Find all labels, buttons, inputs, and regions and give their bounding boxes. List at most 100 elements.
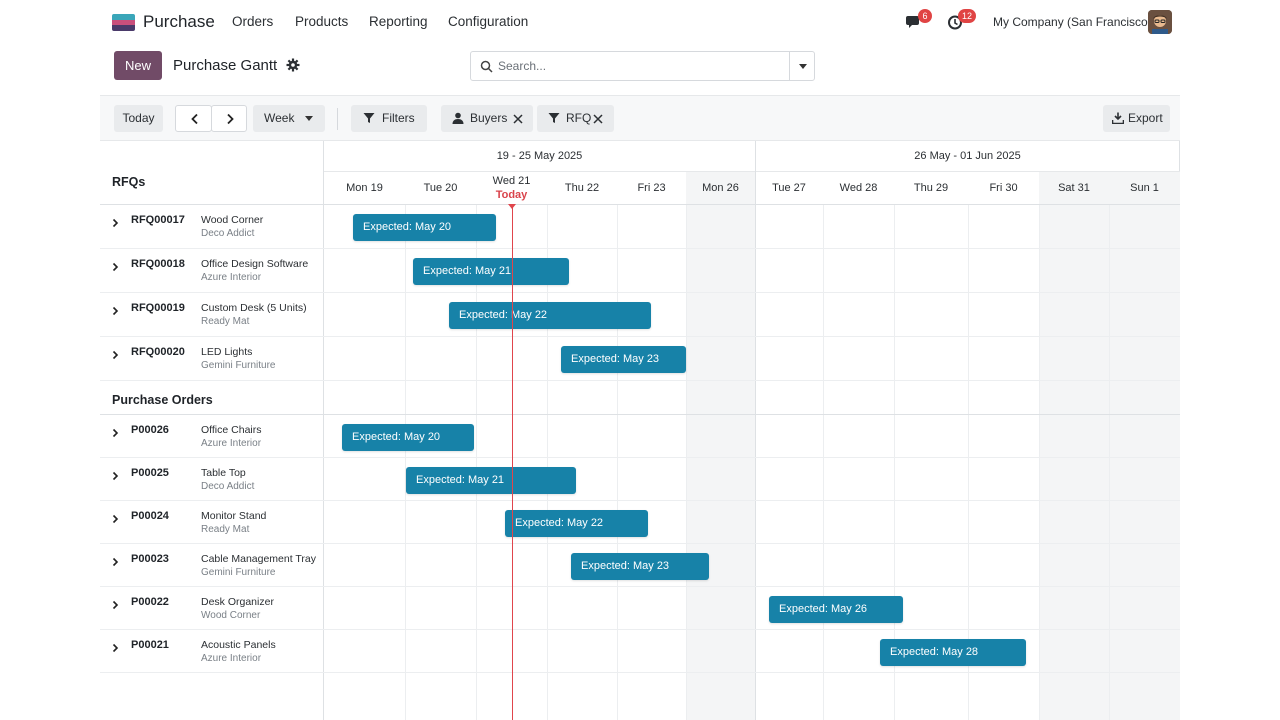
- search-icon: [480, 60, 493, 73]
- day-column: [823, 172, 894, 720]
- record-row[interactable]: P00025 Table Top Deco Addict: [100, 458, 324, 501]
- record-vendor: Ready Mat: [201, 524, 250, 535]
- nav-products[interactable]: Products: [295, 14, 349, 29]
- gantt-pill[interactable]: Expected: May 21: [406, 467, 576, 494]
- record-row[interactable]: P00023 Cable Management Tray Gemini Furnit…: [100, 544, 324, 587]
- nav-reporting[interactable]: Reporting: [369, 14, 428, 29]
- day-header-label: Mon 26: [702, 182, 739, 194]
- chevron-right-icon[interactable]: [112, 468, 119, 481]
- user-avatar[interactable]: [1148, 10, 1172, 34]
- day-column: [617, 172, 686, 720]
- next-button[interactable]: [211, 105, 247, 132]
- day-header: Wed 28: [823, 172, 894, 205]
- record-product: Desk Organizer: [201, 596, 274, 608]
- day-header: Tue 27: [755, 172, 823, 205]
- day-header: Fri 23: [617, 172, 686, 205]
- record-product: Office Design Software: [201, 258, 309, 270]
- row-divider: [324, 586, 1180, 587]
- record-vendor: Azure Interior: [201, 272, 262, 283]
- record-vendor: Gemini Furniture: [201, 360, 276, 371]
- chevron-right-icon[interactable]: [112, 303, 119, 316]
- export-button[interactable]: Export: [1103, 105, 1170, 132]
- record-row[interactable]: P00021 Acoustic Panels Azure Interior: [100, 630, 324, 673]
- record-row[interactable]: P00026 Office Chairs Azure Interior: [100, 415, 324, 458]
- gantt-pill[interactable]: Expected: May 23: [561, 346, 686, 373]
- today-button[interactable]: Today: [114, 105, 163, 132]
- new-button[interactable]: New: [114, 51, 162, 80]
- row-divider: [324, 380, 1180, 381]
- messages-icon[interactable]: [905, 14, 923, 30]
- group-divider: [324, 414, 1180, 415]
- day-header: Tue 20: [405, 172, 476, 205]
- record-row[interactable]: RFQ00018 Office Design Software Azure Inte…: [100, 249, 324, 293]
- facet-rfq: RFQ: [537, 105, 614, 132]
- day-header-label: Sun 1: [1130, 182, 1159, 194]
- row-divider: [324, 336, 1180, 337]
- scale-dropdown[interactable]: Week: [253, 105, 325, 132]
- day-header: Sat 31: [1039, 172, 1109, 205]
- chevron-right-icon[interactable]: [112, 511, 119, 524]
- chevron-right-icon[interactable]: [112, 425, 119, 438]
- day-column: [686, 172, 755, 720]
- chevron-right-icon[interactable]: [112, 259, 119, 272]
- activities-badge: 12: [958, 9, 977, 23]
- record-vendor: Deco Addict: [201, 228, 255, 239]
- nav-configuration[interactable]: Configuration: [448, 14, 529, 29]
- record-row[interactable]: P00024 Monitor Stand Ready Mat: [100, 501, 324, 544]
- record-row[interactable]: P00022 Desk Organizer Wood Corner: [100, 587, 324, 630]
- chevron-right-icon[interactable]: [112, 215, 119, 228]
- app-logo-icon[interactable]: [112, 14, 135, 31]
- activities-clock-icon[interactable]: [947, 14, 965, 30]
- user-icon: [452, 112, 464, 124]
- today-marker-line: [512, 204, 513, 720]
- day-header: Thu 22: [547, 172, 617, 205]
- day-column: [547, 172, 617, 720]
- group-divider: [100, 414, 324, 415]
- search-options-toggle-icon[interactable]: [799, 64, 807, 69]
- chevron-right-icon[interactable]: [112, 554, 119, 567]
- search-input[interactable]: [498, 57, 783, 75]
- gantt-pill[interactable]: Expected: May 21: [413, 258, 569, 285]
- filter-icon: [548, 113, 560, 123]
- today-label: Today: [495, 189, 528, 201]
- row-divider: [324, 457, 1180, 458]
- chevron-right-icon[interactable]: [112, 597, 119, 610]
- app-title[interactable]: Purchase: [143, 12, 215, 31]
- gantt-pill[interactable]: Expected: May 20: [353, 214, 496, 241]
- chevron-right-icon: [227, 113, 234, 125]
- day-column: [968, 172, 1039, 720]
- day-header-label: Tue 27: [772, 182, 806, 194]
- record-product: Acoustic Panels: [201, 639, 276, 651]
- gantt-pill[interactable]: Expected: May 28: [880, 639, 1026, 666]
- record-reference: RFQ00017: [131, 214, 185, 226]
- chevron-right-icon[interactable]: [112, 640, 119, 653]
- record-product: Office Chairs: [201, 424, 262, 436]
- chevron-right-icon[interactable]: [112, 347, 119, 360]
- company-switcher[interactable]: My Company (San Francisco): [993, 15, 1152, 29]
- nav-orders[interactable]: Orders: [232, 14, 274, 29]
- gantt-pill[interactable]: Expected: May 23: [571, 553, 709, 580]
- record-product: Monitor Stand: [201, 510, 267, 522]
- record-vendor: Gemini Furniture: [201, 567, 276, 578]
- gear-icon[interactable]: [286, 58, 300, 72]
- record-reference: P00023: [131, 553, 169, 565]
- gantt-row-headers: RFQs RFQ00017 Wood Corner Deco Addict RFQ000…: [100, 141, 324, 720]
- previous-button[interactable]: [175, 105, 212, 132]
- gantt-pill[interactable]: Expected: May 22: [449, 302, 651, 329]
- row-divider: [324, 672, 1180, 673]
- top-navbar: Purchase Orders Products Reporting Confi…: [100, 0, 1180, 44]
- week-header: 19 - 25 May 2025: [324, 141, 755, 172]
- filters-button[interactable]: Filters: [351, 105, 427, 132]
- gantt-pill[interactable]: Expected: May 20: [342, 424, 474, 451]
- record-row[interactable]: RFQ00020 LED Lights Gemini Furniture: [100, 337, 324, 381]
- remove-buyers-close-icon[interactable]: [513, 114, 523, 124]
- filters-label: Filters: [382, 111, 415, 125]
- page-title: Purchase Gantt: [173, 57, 278, 74]
- remove-rfq-close-icon[interactable]: [593, 114, 603, 124]
- record-reference: RFQ00019: [131, 302, 185, 314]
- record-row[interactable]: RFQ00017 Wood Corner Deco Addict: [100, 205, 324, 249]
- day-header: Mon 19: [324, 172, 405, 205]
- gantt-pill[interactable]: Expected: May 26: [769, 596, 903, 623]
- record-row[interactable]: RFQ00019 Custom Desk (5 Units) Ready Mat: [100, 293, 324, 337]
- gantt-pill[interactable]: Expected: May 22: [505, 510, 648, 537]
